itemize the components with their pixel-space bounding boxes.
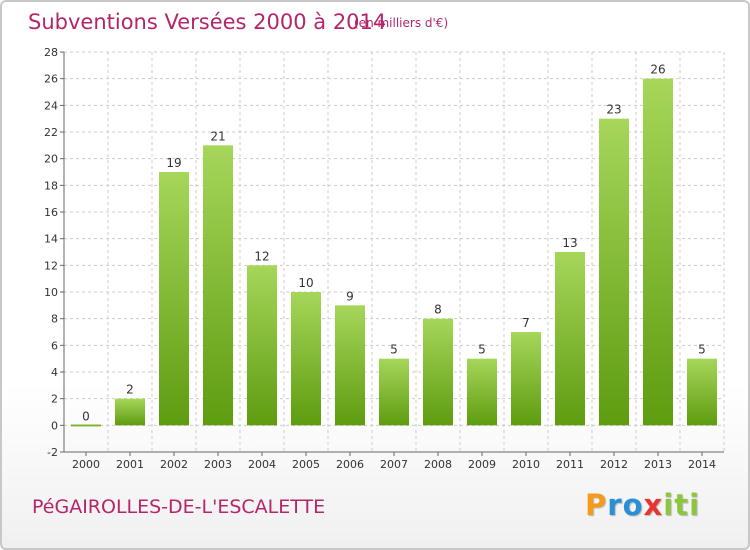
bar-2000 [71,424,101,427]
data-label-2002: 19 [166,156,181,170]
data-label-2007: 5 [390,343,398,357]
bar-2012 [599,118,629,426]
chart-subtitle: (en milliers d'€) [354,16,449,30]
x-tick-label: 2008 [424,458,452,471]
x-tick-label: 2001 [116,458,144,471]
x-tick-label: 2012 [600,458,628,471]
logo-letter: x [643,488,664,522]
bar-2002 [159,172,189,426]
bar-2013 [643,78,673,426]
logo-letter: t [674,488,690,522]
y-tick-label: -2 [47,446,58,459]
x-tick-label: 2006 [336,458,364,471]
data-label-2013: 26 [650,63,665,77]
y-tick-label: 4 [51,366,58,379]
x-tick-label: 2003 [204,458,232,471]
y-tick-label: 22 [44,126,58,139]
y-tick-label: 16 [44,206,58,219]
y-tick-label: 18 [44,179,58,192]
data-label-2011: 13 [562,236,577,250]
x-tick-label: 2007 [380,458,408,471]
labels: 0 2 19 21 12 10 9 5 8 5 7 13 23 26 5 [82,63,706,424]
data-label-2004: 12 [254,249,269,263]
y-tick-label: 12 [44,259,58,272]
commune-name: PéGAIROLLES-DE-L'ESCALETTE [32,496,326,518]
bar-2014 [687,358,717,426]
chart-title: Subventions Versées 2000 à 2014 [28,10,387,34]
data-label-2010: 7 [522,316,530,330]
x-tick-label: 2002 [160,458,188,471]
bar-2009 [467,358,497,426]
bar-2004 [247,265,277,426]
y-tick-label: 14 [44,233,58,246]
y-tick-label: 10 [44,286,58,299]
data-label-2012: 23 [606,103,621,117]
logo-letter: o [622,488,644,522]
bar-2007 [379,358,409,426]
logo-letter: P [585,488,608,522]
y-tick-label: 2 [51,393,58,406]
data-label-2003: 21 [210,129,225,143]
x-tick-label: 2010 [512,458,540,471]
data-label-2008: 8 [434,303,442,317]
data-label-2006: 9 [346,289,354,303]
x-tick-label: 2014 [688,458,716,471]
x-tick-label: 2004 [248,458,276,471]
x-tick-label: 2013 [644,458,672,471]
data-label-2014: 5 [698,343,706,357]
y-tick-label: 0 [51,419,58,432]
bar-2003 [203,145,233,426]
bar-2011 [555,252,585,426]
logo-letter: i [689,488,701,522]
x-tick-label: 2005 [292,458,320,471]
bar-2006 [335,305,365,426]
y-tick-label: 8 [51,313,58,326]
y-tick-label: 26 [44,73,58,86]
y-tick-label: 6 [51,339,58,352]
logo-letter: i [663,488,675,522]
bar-2010 [511,332,541,426]
bars [71,78,717,427]
proxiti-logo: Proxiti [585,488,700,522]
x-tick-label: 2009 [468,458,496,471]
data-label-2005: 10 [298,276,313,290]
y-tick-label: 28 [44,46,58,59]
bar-2005 [291,292,321,426]
data-label-2009: 5 [478,343,486,357]
logo-letter: r [607,488,623,522]
y-tick-label: 24 [44,99,58,112]
y-tick-label: 20 [44,153,58,166]
bar-2008 [423,318,453,426]
data-label-2000: 0 [82,409,90,423]
data-label-2001: 2 [126,383,134,397]
bar-2001 [115,398,145,426]
x-tick-label: 2000 [72,458,100,471]
x-tick-label: 2011 [556,458,584,471]
